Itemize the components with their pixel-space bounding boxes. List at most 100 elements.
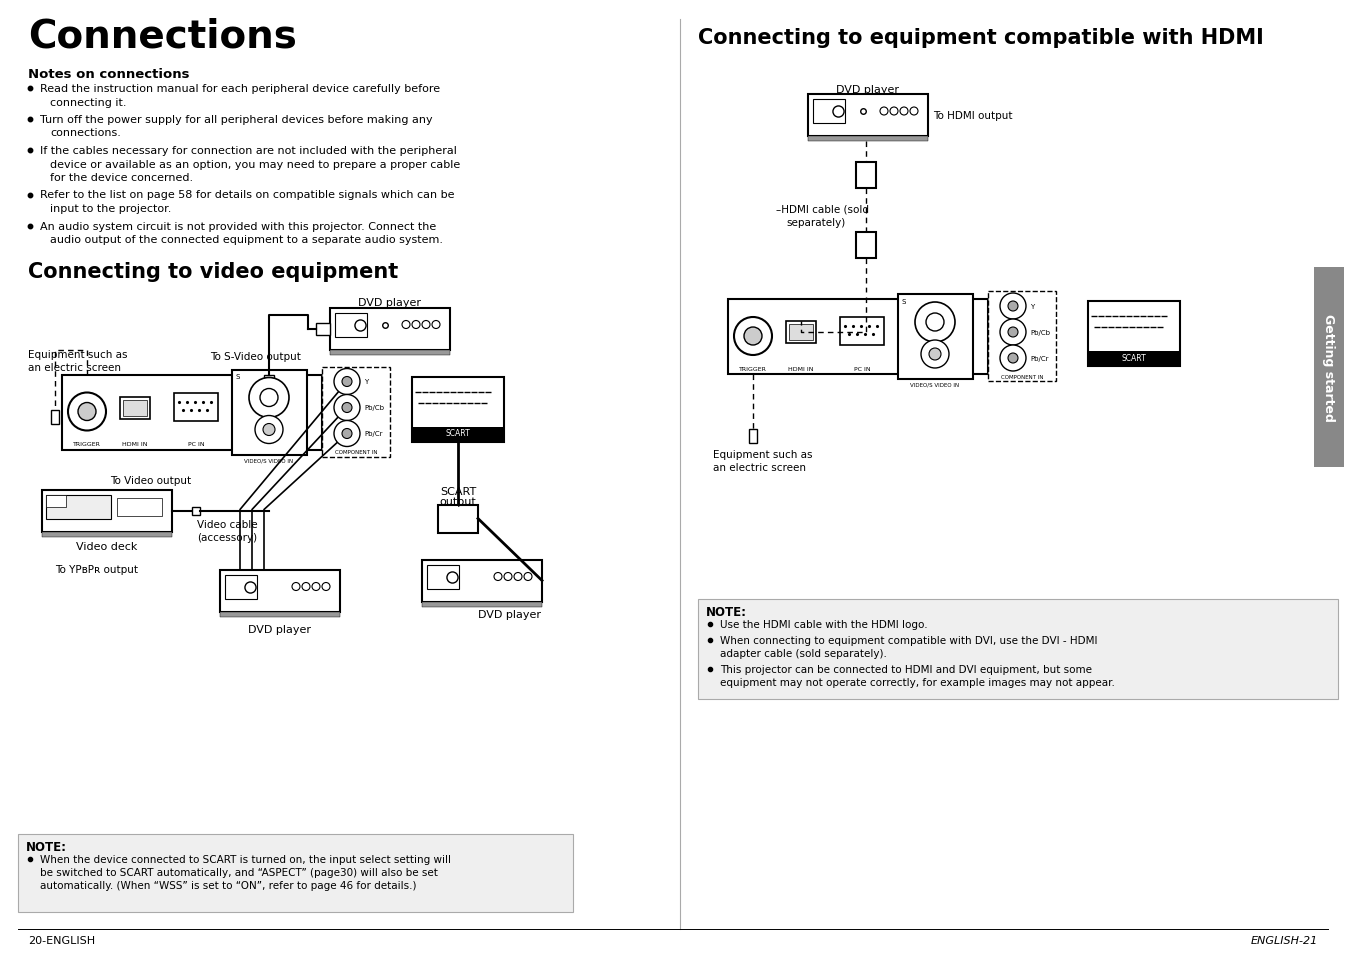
Text: This projector can be connected to HDMI and DVI equipment, but some: This projector can be connected to HDMI … — [720, 664, 1092, 675]
Bar — [46, 495, 66, 507]
Circle shape — [260, 389, 279, 407]
Circle shape — [929, 349, 941, 360]
Circle shape — [423, 321, 429, 329]
Circle shape — [342, 403, 353, 413]
Circle shape — [412, 321, 420, 329]
Circle shape — [1008, 302, 1018, 312]
Text: Equipment such as: Equipment such as — [713, 450, 813, 459]
Bar — [786, 322, 816, 344]
Bar — [437, 505, 478, 533]
Text: S: S — [236, 375, 241, 380]
Text: Notes on connections: Notes on connections — [28, 68, 190, 81]
Circle shape — [926, 314, 944, 332]
Bar — [728, 299, 988, 375]
Circle shape — [900, 108, 909, 116]
Text: SCART: SCART — [440, 487, 476, 497]
Bar — [427, 565, 459, 589]
Text: Pb/Cr: Pb/Cr — [1030, 355, 1049, 361]
Text: Use the HDMI cable with the HDMI logo.: Use the HDMI cable with the HDMI logo. — [720, 619, 927, 629]
Circle shape — [432, 321, 440, 329]
Text: Connections: Connections — [28, 18, 297, 56]
Bar — [219, 612, 341, 617]
Bar — [232, 370, 307, 455]
Circle shape — [334, 395, 359, 421]
Text: HDMI IN: HDMI IN — [789, 367, 814, 372]
Text: Video deck: Video deck — [77, 542, 137, 552]
Bar — [264, 375, 275, 383]
Text: If the cables necessary for connection are not included with the peripheral: If the cables necessary for connection a… — [40, 146, 456, 156]
Text: audio output of the connected equipment to a separate audio system.: audio output of the connected equipment … — [50, 234, 443, 245]
Text: (accessory): (accessory) — [197, 533, 257, 543]
Bar — [423, 560, 542, 602]
Bar — [856, 163, 876, 189]
Bar — [46, 495, 110, 519]
Text: PC IN: PC IN — [853, 367, 871, 372]
Bar — [174, 393, 218, 421]
Text: VIDEO/S VIDEO IN: VIDEO/S VIDEO IN — [910, 382, 960, 388]
Bar — [219, 570, 341, 612]
Text: When the device connected to SCART is turned on, the input select setting will: When the device connected to SCART is tu… — [40, 854, 451, 864]
Circle shape — [342, 377, 353, 387]
Text: Pb/Cb: Pb/Cb — [1030, 330, 1050, 335]
Bar — [898, 294, 973, 379]
Text: DVD player: DVD player — [478, 610, 541, 619]
Circle shape — [1000, 294, 1026, 319]
Text: Read the instruction manual for each peripheral device carefully before: Read the instruction manual for each per… — [40, 84, 440, 94]
Text: Pb/Cr: Pb/Cr — [363, 431, 382, 437]
Text: Getting started: Getting started — [1323, 314, 1335, 421]
Text: –HDMI cable (sold: –HDMI cable (sold — [777, 205, 870, 214]
Circle shape — [1000, 319, 1026, 346]
Bar — [62, 375, 322, 450]
Circle shape — [262, 424, 275, 436]
Circle shape — [915, 303, 956, 343]
Text: To Video output: To Video output — [110, 476, 191, 486]
Bar — [808, 95, 927, 137]
Bar — [322, 367, 390, 457]
Circle shape — [503, 573, 511, 581]
Bar — [840, 317, 884, 346]
Bar — [330, 308, 450, 350]
Circle shape — [254, 416, 283, 444]
Circle shape — [69, 393, 106, 431]
Bar — [316, 323, 330, 335]
Circle shape — [494, 573, 502, 581]
Circle shape — [514, 573, 522, 581]
Circle shape — [1008, 328, 1018, 337]
Text: SCART: SCART — [446, 429, 470, 438]
Circle shape — [334, 421, 359, 447]
Bar — [330, 350, 450, 355]
Circle shape — [1008, 354, 1018, 364]
Bar — [699, 599, 1338, 700]
Text: Y: Y — [1030, 304, 1034, 310]
Bar — [808, 137, 927, 142]
Circle shape — [302, 583, 310, 591]
Bar — [423, 602, 542, 607]
Bar — [813, 100, 845, 124]
Bar — [192, 507, 201, 515]
Text: DVD player: DVD player — [249, 625, 311, 635]
Bar — [120, 397, 149, 419]
Text: connecting it.: connecting it. — [50, 97, 127, 108]
Bar — [42, 490, 172, 532]
Circle shape — [312, 583, 320, 591]
Text: Equipment such as: Equipment such as — [28, 350, 128, 360]
Text: for the device concerned.: for the device concerned. — [50, 172, 192, 183]
Bar — [988, 292, 1057, 381]
Text: DVD player: DVD player — [358, 298, 421, 308]
Text: be switched to SCART automatically, and “ASPECT” (page30) will also be set: be switched to SCART automatically, and … — [40, 867, 437, 877]
Text: DVD player: DVD player — [836, 85, 899, 95]
Text: equipment may not operate correctly, for example images may not appear.: equipment may not operate correctly, for… — [720, 678, 1114, 687]
Text: Turn off the power supply for all peripheral devices before making any: Turn off the power supply for all periph… — [40, 115, 432, 125]
Text: Pb/Cb: Pb/Cb — [363, 405, 384, 411]
Circle shape — [322, 583, 330, 591]
Text: input to the projector.: input to the projector. — [50, 204, 171, 213]
Bar — [856, 233, 876, 258]
Circle shape — [524, 573, 532, 581]
Bar — [17, 834, 573, 912]
Text: NOTE:: NOTE: — [26, 841, 67, 853]
Text: To YPʙPʀ output: To YPʙPʀ output — [55, 565, 139, 575]
Text: S: S — [902, 298, 906, 305]
Bar — [42, 532, 172, 537]
Text: separately): separately) — [786, 218, 845, 228]
Text: TRIGGER: TRIGGER — [739, 367, 767, 372]
